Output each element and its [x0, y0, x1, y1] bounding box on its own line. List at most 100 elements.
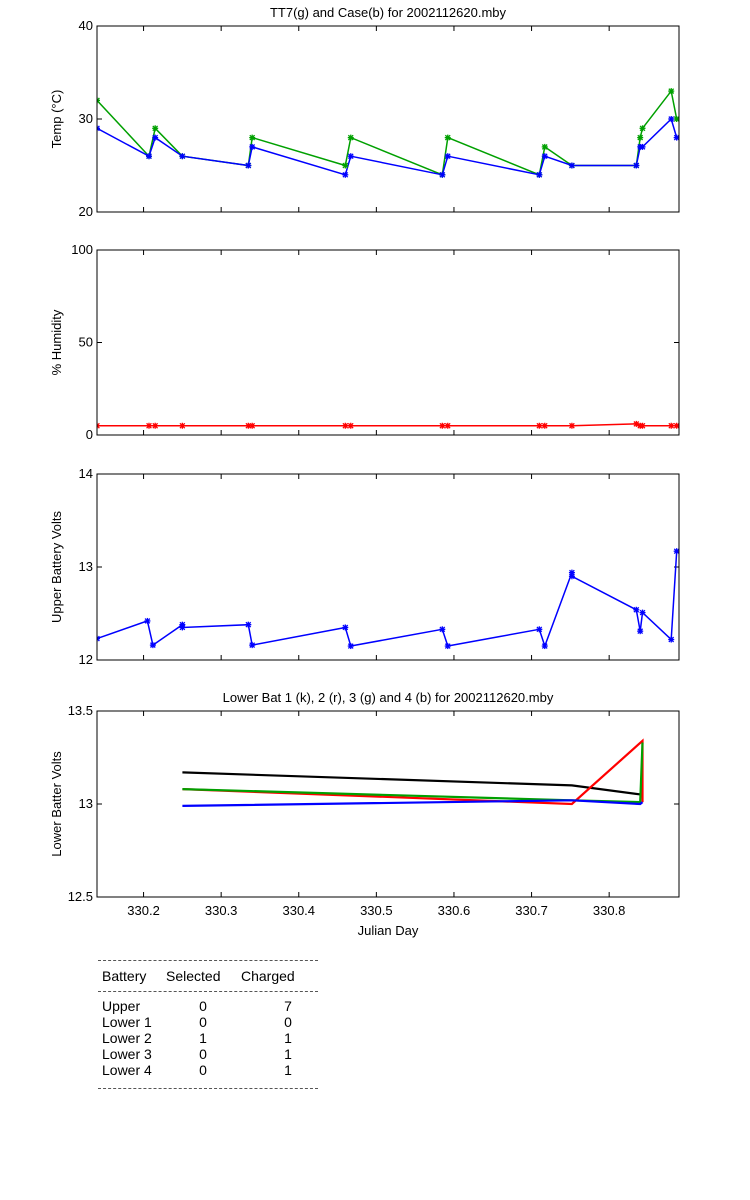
y-tick-label: 12.5	[68, 889, 93, 904]
row-selected: 0	[199, 1062, 207, 1078]
series-line-1	[97, 551, 678, 649]
data-point-marker	[347, 153, 354, 160]
chart-panel-1: TT7(g) and Case(b) for 2002112620.mby Tem…	[49, 5, 680, 219]
data-point-marker	[342, 624, 349, 631]
data-point-marker	[668, 422, 675, 429]
data-point-marker	[673, 116, 679, 122]
series-line-2	[97, 117, 678, 176]
data-point-marker	[249, 422, 256, 429]
data-point-marker	[668, 116, 675, 122]
x-tick-label: 330.5	[360, 903, 393, 918]
data-point-marker	[144, 618, 151, 624]
row-selected: 0	[199, 998, 207, 1014]
data-point-marker	[179, 422, 186, 429]
series-line-1	[182, 771, 643, 796]
data-point-marker	[569, 162, 575, 169]
plot-frame	[96, 25, 680, 213]
data-point-marker	[249, 144, 256, 150]
data-point-marker	[569, 573, 575, 580]
data-point-marker	[439, 626, 446, 633]
data-point-marker	[541, 643, 548, 649]
data-point-marker	[639, 144, 646, 150]
y-tick-label: 100	[71, 242, 93, 257]
data-point-marker	[152, 125, 159, 132]
data-point-marker	[347, 134, 354, 141]
y-tick-label: 20	[79, 204, 93, 219]
data-point-marker	[342, 171, 349, 178]
y-tick-label: 13	[79, 559, 93, 574]
table-row: Upper 0 7	[98, 998, 318, 1014]
data-point-marker	[249, 134, 256, 141]
table-row: Lower 1 0 0	[98, 1014, 318, 1030]
data-point-marker	[444, 643, 451, 649]
row-charged: 1	[284, 1062, 292, 1078]
y-axis-label: Lower Batter Volts	[49, 751, 64, 857]
x-tick-label: 330.7	[515, 903, 548, 918]
table-header-row: Battery Selected Charged	[98, 961, 318, 991]
x-axis-label: Julian Day	[358, 923, 419, 938]
x-tick-label: 330.6	[438, 903, 471, 918]
row-charged: 0	[284, 1014, 292, 1030]
row-battery: Lower 3	[102, 1046, 152, 1062]
data-point-marker	[633, 421, 640, 427]
table-row: Lower 3 0 1	[98, 1046, 318, 1062]
chart-title: TT7(g) and Case(b) for 2002112620.mby	[270, 5, 507, 20]
header-selected: Selected	[166, 968, 221, 984]
data-point-marker	[569, 422, 575, 429]
y-axis-label: Upper Battery Volts	[49, 511, 64, 623]
data-point-marker	[536, 626, 543, 633]
y-tick-label: 13.5	[68, 703, 93, 718]
data-point-marker	[541, 422, 548, 429]
row-selected: 0	[199, 1014, 207, 1030]
row-selected: 1	[199, 1030, 207, 1046]
chart-panel-4: Lower Bat 1 (k), 2 (r), 3 (g) and 4 (b) …	[49, 690, 680, 938]
plot-area	[97, 548, 679, 650]
row-battery: Upper	[102, 998, 141, 1014]
series-line-3	[182, 742, 644, 804]
row-charged: 1	[284, 1030, 292, 1046]
data-point-marker	[97, 99, 100, 104]
y-tick-label: 0	[86, 427, 93, 442]
data-point-marker	[637, 628, 644, 635]
series-line-2	[182, 738, 644, 806]
table-header-divider	[98, 991, 318, 992]
y-tick-label: 14	[79, 466, 93, 481]
data-point-marker	[536, 171, 543, 178]
x-tick-label: 330.3	[205, 903, 238, 918]
data-point-marker	[668, 88, 675, 94]
y-tick-label: 12	[79, 652, 93, 667]
data-point-marker	[152, 422, 159, 429]
y-tick-label: 50	[79, 335, 93, 350]
data-point-marker	[152, 134, 159, 141]
data-point-marker	[347, 643, 354, 649]
y-tick-label: 13	[79, 796, 93, 811]
row-battery: Lower 2	[102, 1030, 152, 1046]
data-point-marker	[146, 153, 152, 160]
chart-panel-3: Upper Battery Volts 12 13 14	[49, 466, 680, 667]
table-row: Lower 2 1 1	[98, 1030, 318, 1046]
data-point-marker	[97, 125, 100, 130]
data-point-marker	[439, 422, 446, 429]
x-tick-label: 330.4	[282, 903, 315, 918]
data-point-marker	[342, 422, 349, 429]
row-selected: 0	[199, 1046, 207, 1062]
data-point-marker	[668, 636, 675, 643]
table-row: Lower 4 0 1	[98, 1062, 318, 1078]
data-point-marker	[444, 134, 451, 141]
row-battery: Lower 1	[102, 1014, 152, 1030]
plot-area	[97, 88, 679, 178]
data-point-marker	[97, 635, 100, 640]
data-point-marker	[633, 606, 640, 613]
table-bottom-divider	[98, 1088, 318, 1089]
data-point-marker	[97, 127, 100, 132]
y-tick-label: 30	[79, 111, 93, 126]
plot-frame	[96, 710, 680, 898]
table-top-divider	[98, 960, 318, 961]
y-tick-label: 40	[79, 18, 93, 33]
data-point-marker	[673, 422, 679, 429]
x-tick-label: 330.2	[127, 903, 160, 918]
x-tick-label: 330.8	[593, 903, 626, 918]
plot-frame	[96, 473, 680, 661]
data-point-marker	[639, 609, 646, 616]
data-point-marker	[673, 548, 679, 555]
